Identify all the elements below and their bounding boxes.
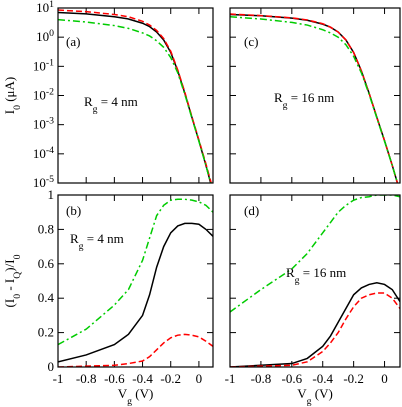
plot-frame bbox=[57, 194, 214, 368]
series-line bbox=[58, 333, 213, 367]
series-line bbox=[230, 281, 400, 367]
x-tick-label: -0.4 bbox=[132, 371, 153, 386]
panel: 101​ 100​ 10-1​ 10-2​ 10-3​ 10-4​ 10-5​ (a) Rg​ … bbox=[2, 0, 214, 191]
series-line bbox=[230, 16, 399, 183]
y-tick-label: 101​ bbox=[36, 0, 54, 15]
x-tick-label: 0 bbox=[196, 371, 203, 386]
x-tick-label: -0.8 bbox=[76, 371, 97, 386]
annotation: Rg​ = 4 nm bbox=[70, 231, 124, 252]
annotation: (a) bbox=[66, 34, 80, 49]
x-tick-label: -0.8 bbox=[251, 371, 272, 386]
series-line bbox=[58, 198, 213, 346]
x-tick-label: -1 bbox=[225, 371, 236, 386]
x-axis-label: Vg​ (V) bbox=[118, 386, 154, 407]
panel: -1 -0.8 -0.6 -0.4 -0.2 0 0 0.2 0.4 0.6 0.8 1 (b) Rg​ … bbox=[2, 187, 214, 407]
x-tick-label: -0.6 bbox=[104, 371, 125, 386]
x-tick-label: 0 bbox=[381, 371, 388, 386]
y-tick-label: 10-2​ bbox=[33, 86, 54, 103]
y-tick-label: 10-4​ bbox=[33, 144, 54, 161]
annotation: Rg​ = 4 nm bbox=[84, 94, 138, 115]
x-tick-label: -0.2 bbox=[160, 371, 181, 386]
y-tick-label: 0 bbox=[48, 359, 55, 374]
plot-frame bbox=[229, 7, 401, 184]
panel: -1 -0.8 -0.6 -0.4 -0.2 0 (d) Rg​ = 16 nm Vg​ (V) bbox=[225, 194, 401, 407]
plot-frame bbox=[57, 7, 214, 184]
series-line bbox=[58, 18, 212, 183]
y-axis-label: I0​ (μA) bbox=[2, 77, 23, 115]
y-axis-label: (I0​ - IQ​)/I0​ bbox=[2, 254, 23, 307]
y-tick-label: 0.2 bbox=[38, 325, 54, 340]
series-line bbox=[58, 11, 212, 183]
panel: (c) Rg​ = 16 nm bbox=[229, 7, 401, 184]
x-tick-label: -1 bbox=[53, 371, 64, 386]
y-tick-label: 10-3​ bbox=[33, 115, 54, 132]
annotation: (b) bbox=[66, 203, 81, 218]
y-tick-label: 10-5​ bbox=[33, 174, 54, 191]
y-tick-label: 0.4 bbox=[38, 290, 55, 305]
annotation: (c) bbox=[244, 34, 258, 49]
series-line bbox=[58, 222, 213, 363]
series-line bbox=[230, 13, 399, 183]
series-line bbox=[58, 9, 212, 183]
y-tick-label: 100​ bbox=[36, 28, 54, 45]
annotation: Rg​ = 16 nm bbox=[286, 265, 346, 286]
plot-frame bbox=[229, 194, 401, 368]
x-tick-label: -0.4 bbox=[312, 371, 333, 386]
annotation: Rg​ = 16 nm bbox=[274, 90, 334, 111]
x-tick-label: -0.6 bbox=[282, 371, 303, 386]
x-axis-label: Vg​ (V) bbox=[297, 386, 333, 407]
y-tick-label: 1 bbox=[48, 187, 55, 202]
x-tick-label: -0.2 bbox=[343, 371, 364, 386]
y-tick-label: 10-1​ bbox=[33, 57, 54, 74]
y-tick-label: 0.8 bbox=[38, 221, 54, 236]
series-line bbox=[230, 292, 400, 367]
y-tick-label: 0.6 bbox=[38, 256, 55, 271]
annotation: (d) bbox=[244, 203, 259, 218]
